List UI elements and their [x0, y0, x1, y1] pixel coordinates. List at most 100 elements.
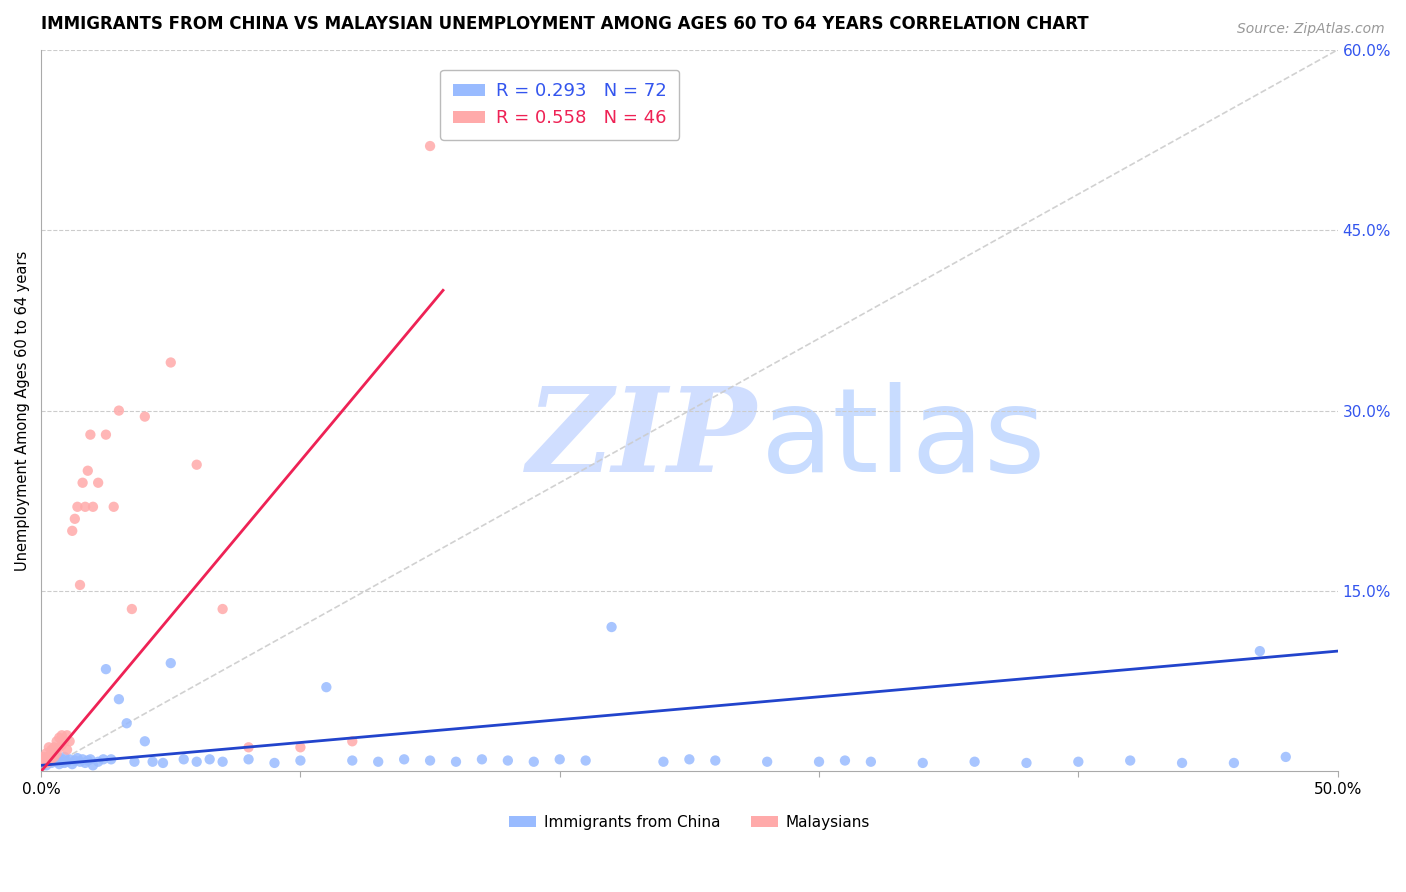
Point — [87, 475, 110, 490]
Point — [134, 409, 156, 424]
Point — [290, 740, 312, 755]
Point — [48, 752, 70, 766]
Point — [315, 680, 337, 694]
Point — [42, 747, 65, 761]
Point — [35, 758, 58, 772]
Point — [238, 740, 260, 755]
Point — [42, 752, 65, 766]
Point — [72, 475, 94, 490]
Point — [1274, 750, 1296, 764]
Point — [1015, 756, 1038, 770]
Point — [38, 755, 60, 769]
Point — [103, 500, 125, 514]
Point — [41, 756, 63, 770]
Point — [56, 742, 79, 756]
Point — [76, 464, 98, 478]
Point — [159, 656, 181, 670]
Point — [911, 756, 934, 770]
Point — [51, 752, 73, 766]
Point — [186, 755, 208, 769]
Point — [53, 750, 76, 764]
Point — [63, 754, 86, 768]
Point — [48, 731, 70, 745]
Point — [808, 755, 831, 769]
Point — [38, 750, 60, 764]
Point — [79, 427, 101, 442]
Point — [53, 734, 76, 748]
Point — [1067, 755, 1090, 769]
Point — [152, 756, 174, 770]
Point — [419, 754, 441, 768]
Point — [42, 750, 65, 764]
Text: ZIP: ZIP — [527, 382, 758, 497]
Point — [1171, 756, 1194, 770]
Point — [60, 757, 83, 772]
Point — [238, 752, 260, 766]
Point — [82, 500, 104, 514]
Point — [523, 755, 546, 769]
Point — [56, 728, 79, 742]
Point — [45, 734, 67, 748]
Point — [60, 524, 83, 538]
Point — [263, 756, 285, 770]
Point — [342, 734, 364, 748]
Point — [471, 752, 494, 766]
Point — [100, 752, 122, 766]
Point — [600, 620, 623, 634]
Point — [834, 754, 856, 768]
Point — [75, 756, 97, 770]
Point — [32, 752, 55, 766]
Point — [53, 756, 76, 770]
Point — [38, 740, 60, 755]
Point — [211, 602, 233, 616]
Point — [42, 740, 65, 755]
Text: IMMIGRANTS FROM CHINA VS MALAYSIAN UNEMPLOYMENT AMONG AGES 60 TO 64 YEARS CORREL: IMMIGRANTS FROM CHINA VS MALAYSIAN UNEMP… — [41, 15, 1088, 33]
Point — [75, 500, 97, 514]
Point — [121, 602, 143, 616]
Point — [45, 755, 67, 769]
Point — [115, 716, 138, 731]
Y-axis label: Unemployment Among Ages 60 to 64 years: Unemployment Among Ages 60 to 64 years — [15, 251, 30, 571]
Point — [342, 754, 364, 768]
Point — [41, 742, 63, 756]
Point — [35, 752, 58, 766]
Point — [51, 755, 73, 769]
Point — [51, 728, 73, 742]
Point — [859, 755, 882, 769]
Point — [198, 752, 221, 766]
Point — [963, 755, 986, 769]
Point — [756, 755, 779, 769]
Point — [1119, 754, 1142, 768]
Point — [38, 750, 60, 764]
Point — [134, 734, 156, 748]
Point — [575, 754, 598, 768]
Point — [48, 757, 70, 772]
Text: Source: ZipAtlas.com: Source: ZipAtlas.com — [1237, 22, 1385, 37]
Point — [124, 755, 146, 769]
Point — [63, 512, 86, 526]
Point — [94, 662, 117, 676]
Point — [59, 752, 82, 766]
Point — [79, 752, 101, 766]
Point — [652, 755, 675, 769]
Point — [51, 738, 73, 752]
Point — [496, 754, 519, 768]
Point — [82, 758, 104, 772]
Point — [173, 752, 195, 766]
Point — [108, 403, 131, 417]
Point — [66, 751, 89, 765]
Point — [66, 500, 89, 514]
Point — [108, 692, 131, 706]
Point — [211, 755, 233, 769]
Point — [32, 752, 55, 766]
Point — [35, 747, 58, 761]
Point — [1223, 756, 1246, 770]
Point — [704, 754, 727, 768]
Point — [32, 750, 55, 764]
Point — [444, 755, 467, 769]
Point — [69, 755, 91, 769]
Point — [367, 755, 389, 769]
Point — [1249, 644, 1271, 658]
Point — [548, 752, 571, 766]
Point — [159, 355, 181, 369]
